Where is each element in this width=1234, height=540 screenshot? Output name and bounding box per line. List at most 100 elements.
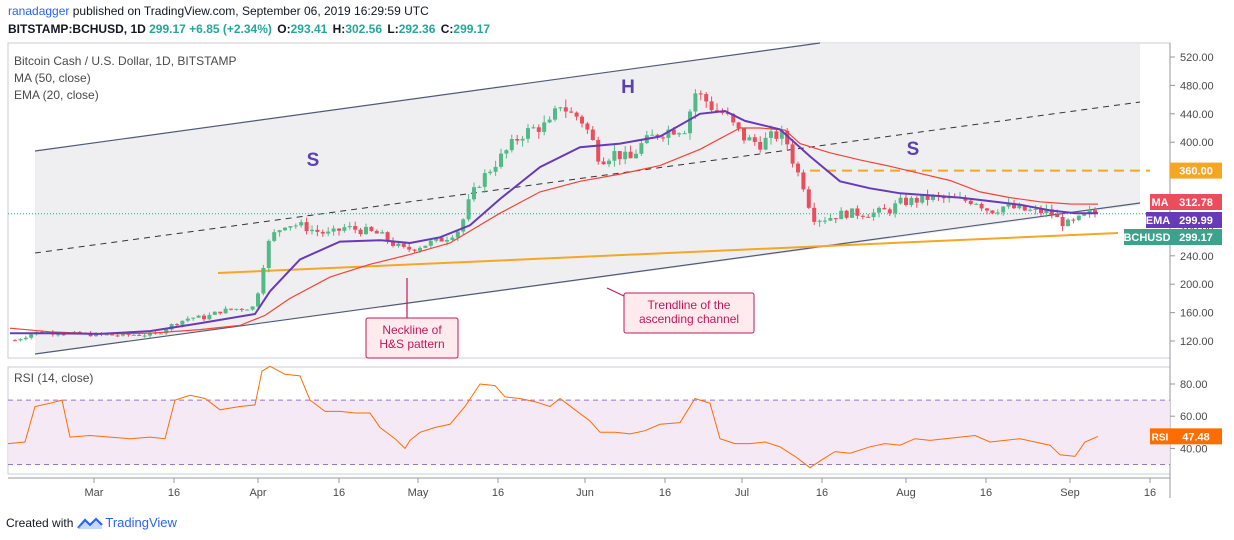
time-tick-label: Jul [735, 487, 749, 499]
open-label: O: [277, 22, 291, 36]
candle-up [634, 153, 638, 159]
candle-up [547, 119, 552, 123]
candle-down [774, 131, 779, 139]
tradingview-logo-icon [77, 516, 104, 529]
candle-up [1001, 206, 1006, 213]
candle-up [995, 212, 1000, 214]
neckline-callout-text: Neckline of [382, 323, 442, 337]
time-tick-label: Sep [1060, 487, 1080, 499]
time-tick-label: 16 [980, 487, 992, 499]
candle-up [650, 134, 655, 136]
candle-up [509, 138, 514, 151]
trendline-callout-line [606, 287, 625, 297]
candle-up [677, 133, 682, 135]
trendline-callout-text: ascending channel [639, 312, 739, 326]
candle-down [601, 161, 606, 165]
ema-legend: EMA (20, close) [14, 88, 99, 102]
ema20-line [10, 109, 1098, 335]
candle-down [358, 229, 363, 235]
time-tick-label: Aug [896, 487, 916, 499]
candle-up [299, 222, 304, 226]
candle-down [844, 210, 849, 218]
candle-down [860, 215, 865, 217]
time-tick-label: 16 [1144, 487, 1156, 499]
rsi-tick-label: 40.00 [1180, 443, 1208, 455]
candle-up [817, 220, 822, 222]
candle-up [310, 229, 314, 232]
candle-down [1093, 210, 1097, 214]
candle-up [347, 226, 352, 228]
candle-up [293, 225, 298, 227]
candle-down [1039, 209, 1043, 214]
low-label: L: [387, 22, 399, 36]
price-tick-label: 440.00 [1180, 109, 1214, 121]
candle-down [315, 229, 320, 232]
symbol-name: BITSTAMP:BCHUSD, 1D [8, 22, 146, 36]
candle-up [682, 133, 687, 135]
candle-up [364, 226, 368, 235]
publish-info: published on TradingView.com, September … [72, 4, 429, 18]
resistance-value-text: 360.00 [1179, 166, 1213, 178]
candle-up [121, 333, 125, 336]
time-tick-label: 16 [492, 487, 504, 499]
candle-down [374, 230, 379, 234]
candle-up [974, 203, 979, 205]
candle-down [790, 144, 795, 164]
candle-down [882, 207, 887, 210]
tradingview-brand[interactable]: TradingView [105, 515, 177, 530]
candle-up [747, 137, 752, 141]
candle-down [412, 249, 417, 251]
trendline-callout-box [623, 292, 755, 334]
price-tick-label: 520.00 [1180, 52, 1214, 64]
time-tick-label: Apr [249, 487, 266, 499]
candle-up [164, 329, 169, 334]
candle-down [833, 218, 838, 220]
close-value: 299.17 [453, 22, 491, 36]
candle-down [866, 216, 871, 218]
candle-down [391, 240, 395, 246]
high-label: H: [332, 22, 346, 36]
candle-up [234, 308, 239, 310]
candle-up [131, 334, 136, 336]
time-tick-label: 16 [659, 487, 671, 499]
candle-up [223, 308, 228, 314]
candle-up [823, 220, 827, 222]
candle-down [801, 172, 806, 190]
candle-down [353, 226, 358, 230]
ma-axis-label-tag [1150, 194, 1170, 210]
candle-up [472, 187, 476, 200]
candle-down [137, 334, 142, 336]
resistance-value-box [1170, 162, 1222, 179]
candle-up [104, 334, 109, 336]
candle-down [661, 137, 665, 139]
open-value: 293.41 [290, 22, 328, 36]
rsi-value-box [1170, 428, 1222, 445]
channel-upper-line [34, 42, 821, 152]
candle-up [1033, 209, 1038, 211]
symbol-line: BITSTAMP:BCHUSD, 1D 299.17 +6.85 (+2.34%… [8, 22, 490, 36]
candle-up [250, 306, 255, 310]
candle-up [196, 315, 201, 318]
candle-up [450, 237, 455, 240]
candle-up [342, 227, 347, 231]
candle-up [288, 226, 293, 228]
candle-up [18, 339, 23, 341]
rsi-axis-tag-text: RSI [1152, 432, 1169, 443]
footer: Created with TradingView [6, 515, 177, 530]
candle-up [283, 227, 287, 231]
author-link[interactable]: ranadagger [8, 4, 70, 18]
candle-down [13, 340, 17, 342]
candle-up [779, 130, 784, 139]
candle-down [1071, 219, 1076, 221]
candle-up [434, 237, 439, 241]
price-change: +6.85 (+2.34%) [189, 22, 272, 36]
ema-axis-label-tag-text: EMA [1146, 215, 1171, 227]
candle-down [385, 232, 390, 241]
candle-up [526, 128, 530, 139]
candle-down [239, 308, 244, 310]
candle-down [229, 308, 233, 310]
time-tick-label: Jun [576, 487, 594, 499]
ema-axis-label-tag [1146, 212, 1170, 228]
candle-down [812, 207, 817, 222]
